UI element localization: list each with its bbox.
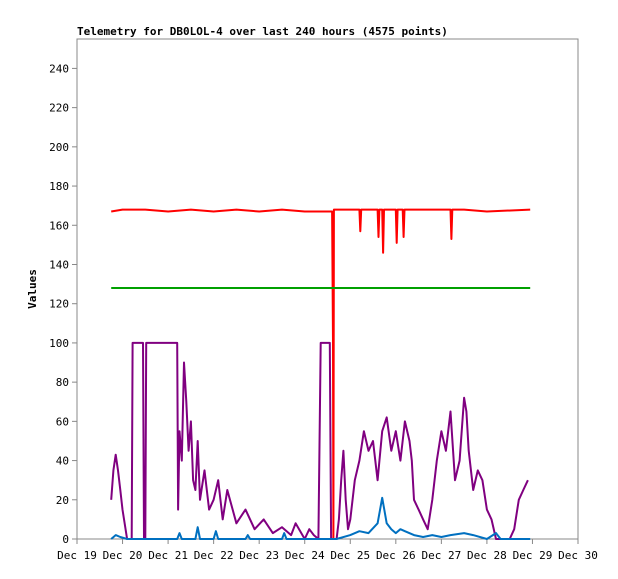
y-tick-label: 60 — [56, 415, 69, 428]
y-tick-label: 200 — [49, 141, 69, 154]
x-tick-label: Dec 21 — [148, 549, 188, 562]
y-tick-label: 120 — [49, 298, 69, 311]
x-tick-label: Dec 26 — [376, 549, 416, 562]
series-line-3 — [110, 341, 529, 540]
x-tick-label: Dec 25 — [330, 549, 370, 562]
x-axis-ticks: Dec 19 Dec 20 Dec 21 Dec 22 Dec 23 Dec 24 Dec … — [57, 539, 598, 562]
y-tick-label: 80 — [56, 376, 69, 389]
y-axis-label: Values — [26, 269, 39, 309]
chart-title: Telemetry for DB0LOL-4 over last 240 hou… — [77, 25, 448, 38]
x-tick-label: Dec 22 — [194, 549, 234, 562]
x-tick-label: Dec 24 — [285, 549, 325, 562]
x-tick-label: Dec 29 — [513, 549, 553, 562]
y-tick-label: 20 — [56, 494, 69, 507]
x-tick-label: Dec 23 — [239, 549, 279, 562]
y-tick-label: 40 — [56, 455, 69, 468]
y-tick-label: 100 — [49, 337, 69, 350]
y-tick-label: 220 — [49, 102, 69, 115]
x-tick-label: Dec 30 — [558, 549, 598, 562]
series-layer — [110, 208, 531, 540]
y-tick-label: 140 — [49, 258, 69, 271]
y-tick-label: 180 — [49, 180, 69, 193]
x-tick-label: Dec 28 — [467, 549, 507, 562]
y-tick-label: 160 — [49, 219, 69, 232]
y-tick-label: 240 — [49, 62, 69, 75]
series-line-4 — [110, 496, 531, 540]
x-tick-label: Dec 27 — [421, 549, 461, 562]
x-tick-label: Dec 20 — [103, 549, 143, 562]
series-line-1 — [111, 208, 531, 540]
y-tick-label: 0 — [62, 533, 69, 546]
y-axis-ticks: 0 20 40 60 80 100 120 140 160 180 200 220 240 — [49, 62, 77, 546]
x-tick-label: Dec 19 — [57, 549, 97, 562]
